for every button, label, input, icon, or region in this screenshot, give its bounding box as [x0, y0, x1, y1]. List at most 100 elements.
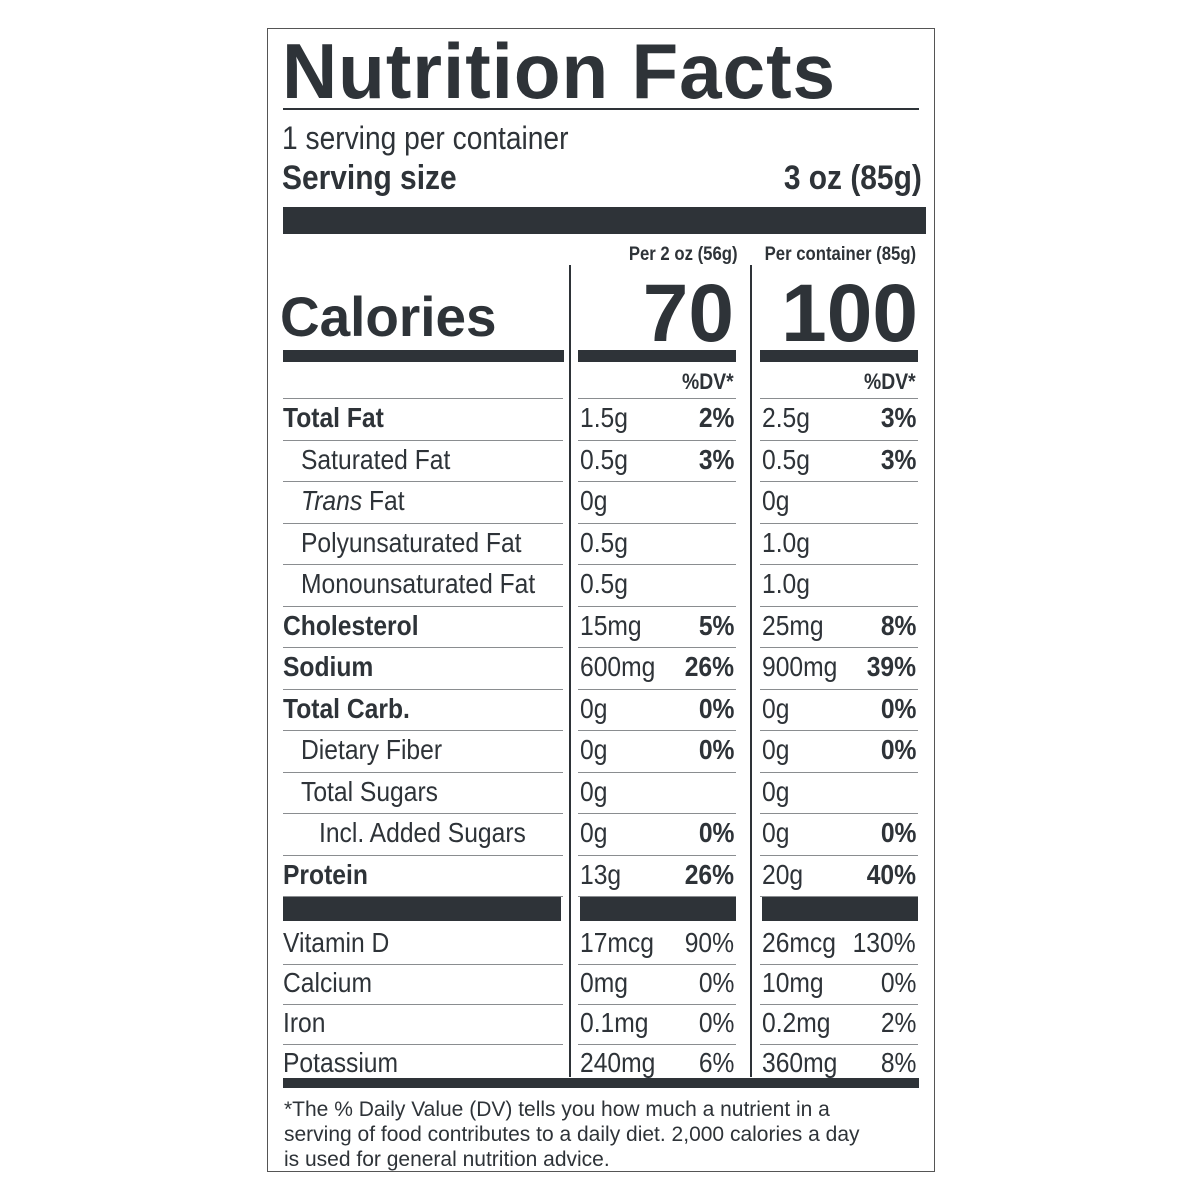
row-rule	[283, 896, 563, 897]
amount: 0g	[762, 734, 790, 765]
row-rule	[578, 564, 736, 565]
row-rule	[760, 854, 918, 856]
amount: 0g	[580, 692, 608, 724]
thick-bar	[762, 896, 918, 921]
daily-value: 0%	[698, 692, 734, 724]
row-rule	[760, 688, 918, 690]
column-header: Per 2 oz (56g)	[629, 244, 738, 265]
row-rule	[760, 896, 918, 897]
thick-bar	[283, 1078, 919, 1088]
amount: 17mcg	[580, 927, 654, 958]
thick-bar	[283, 207, 926, 234]
daily-value: 3%	[880, 443, 916, 475]
daily-value: 26%	[684, 651, 734, 682]
row-rule	[283, 730, 563, 731]
nutrient-name-italic: Trans	[301, 485, 363, 516]
row-rule	[283, 1044, 563, 1045]
amount: 0g	[580, 775, 608, 807]
label-border	[267, 28, 935, 1172]
row-rule	[578, 522, 736, 524]
amount: 1.0g	[762, 568, 810, 599]
row-rule	[578, 854, 736, 856]
amount: 0.5g	[580, 526, 628, 558]
row-rule	[760, 481, 918, 482]
row-rule	[283, 605, 563, 607]
amount: 0.5g	[580, 443, 628, 475]
row-rule	[283, 1004, 563, 1005]
serving-size-label: Serving size	[282, 159, 457, 197]
amount: 25mg	[762, 609, 824, 641]
amount: 0.5g	[580, 568, 628, 599]
daily-value: 8%	[880, 609, 916, 641]
nutrient-name-rest: Fat	[369, 485, 405, 516]
amount: 2.5g	[762, 402, 810, 433]
amount: 0mg	[580, 967, 628, 998]
amount: 0g	[762, 817, 790, 848]
dv-header: %DV*	[682, 369, 734, 394]
row-rule	[760, 1044, 918, 1045]
row-rule	[283, 439, 563, 441]
calories-label: Calories	[280, 285, 497, 348]
row-rule	[760, 1004, 918, 1005]
row-rule	[578, 813, 736, 814]
dv-header: %DV*	[864, 369, 916, 394]
row-rule	[760, 605, 918, 607]
row-rule	[578, 439, 736, 441]
row-rule	[760, 813, 918, 814]
amount: 15mg	[580, 609, 642, 641]
row-rule	[283, 964, 563, 965]
nutrient-name: Total Sugars	[301, 775, 438, 807]
rule	[578, 350, 736, 362]
daily-value: 0%	[698, 734, 734, 765]
row-rule	[578, 896, 736, 897]
footnote: *The % Daily Value (DV) tells you how mu…	[284, 1098, 830, 1121]
daily-value: 8%	[880, 1047, 916, 1078]
column-divider	[750, 265, 752, 1077]
amount: 0g	[580, 485, 608, 516]
nutrient-name: Cholesterol	[283, 609, 419, 641]
nutrient-name: Protein	[283, 858, 368, 890]
amount: 900mg	[762, 651, 838, 682]
rule	[283, 350, 564, 362]
amount: 1.0g	[762, 526, 810, 558]
amount: 20g	[762, 858, 804, 890]
row-rule	[760, 964, 918, 965]
daily-value: 39%	[866, 651, 916, 682]
rule	[760, 350, 918, 362]
row-rule	[283, 854, 563, 856]
amount: 360mg	[762, 1047, 838, 1078]
daily-value: 6%	[698, 1047, 734, 1078]
row-rule	[760, 522, 918, 524]
daily-value: 2%	[698, 402, 734, 433]
nutrient-name: Saturated Fat	[301, 443, 451, 475]
amount: 600mg	[580, 651, 656, 682]
rule	[283, 108, 919, 110]
nutrient-name: Calcium	[283, 967, 373, 998]
row-rule	[760, 398, 918, 399]
row-rule	[578, 771, 736, 773]
daily-value: 0%	[698, 1007, 734, 1038]
row-rule	[760, 647, 918, 648]
daily-value: 0%	[880, 967, 916, 998]
row-rule	[283, 647, 563, 648]
nutrient-name: Trans Fat	[301, 485, 405, 517]
daily-value: 3%	[880, 402, 916, 433]
nutrient-name: Total Fat	[283, 402, 384, 433]
row-rule	[760, 564, 918, 565]
daily-value: 90%	[684, 927, 734, 958]
amount: 0g	[762, 775, 790, 807]
daily-value: 130%	[852, 927, 916, 958]
amount: 0.2mg	[762, 1007, 831, 1038]
serving-size-value: 3 oz (85g)	[784, 159, 922, 197]
nutrient-name: Polyunsaturated Fat	[301, 526, 522, 558]
column-header: Per container (85g)	[764, 244, 916, 265]
daily-value: 0%	[880, 734, 916, 765]
row-rule	[283, 771, 563, 773]
row-rule	[760, 730, 918, 731]
daily-value: 0%	[698, 967, 734, 998]
amount: 0g	[762, 485, 790, 516]
thick-bar	[580, 896, 736, 921]
column-divider	[569, 265, 571, 1077]
daily-value: 26%	[684, 858, 734, 890]
